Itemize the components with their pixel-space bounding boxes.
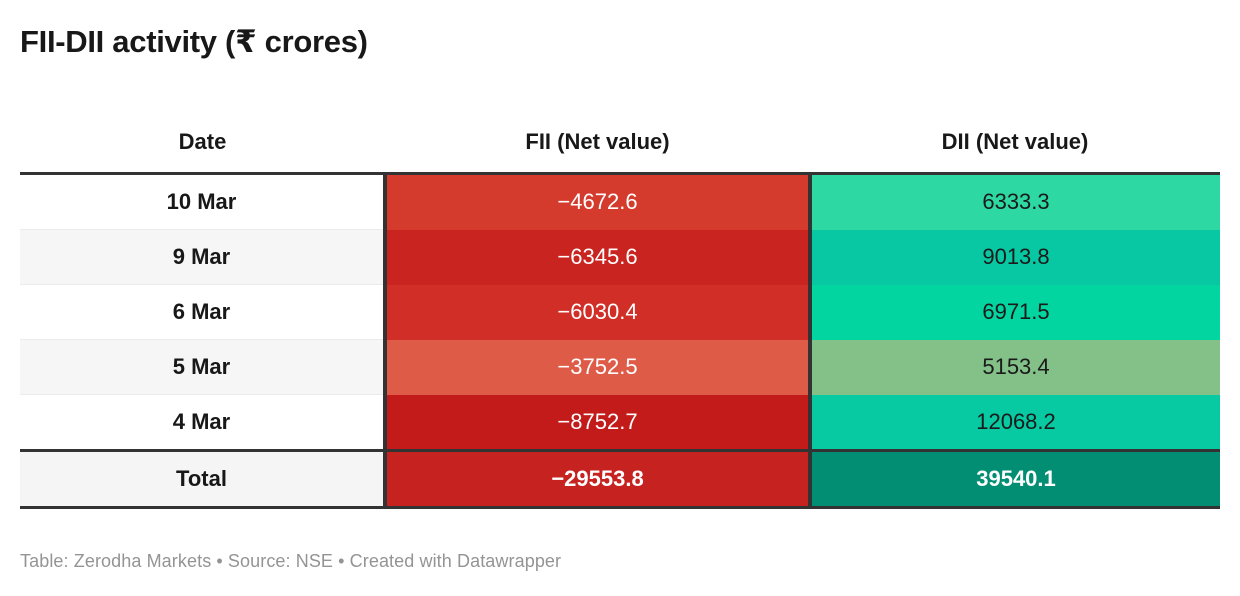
fii-value-cell: −3752.5 <box>383 339 810 395</box>
date-cell: 5 Mar <box>20 339 385 395</box>
total-dii-cell: 39540.1 <box>808 449 1220 509</box>
column-header-date: Date <box>20 112 385 175</box>
total-row: Total −29553.8 39540.1 <box>20 449 1220 509</box>
table-row: 9 Mar −6345.6 9013.8 <box>20 229 1220 285</box>
fii-value-cell: −4672.6 <box>383 173 810 230</box>
header-row: Date FII (Net value) DII (Net value) <box>20 112 1220 175</box>
fii-dii-table: Date FII (Net value) DII (Net value) 10 … <box>20 112 1220 509</box>
date-cell: 4 Mar <box>20 394 385 451</box>
dii-value-cell: 6333.3 <box>808 173 1220 230</box>
attribution-footer: Table: Zerodha Markets • Source: NSE • C… <box>20 551 562 571</box>
dii-value-cell: 9013.8 <box>808 229 1220 285</box>
fii-value-cell: −6345.6 <box>383 229 810 285</box>
dii-value-cell: 5153.4 <box>808 339 1220 395</box>
fii-value-cell: −8752.7 <box>383 394 810 451</box>
date-cell: 9 Mar <box>20 229 385 285</box>
page-title: FII-DII activity (₹ crores) <box>20 24 368 59</box>
column-header-dii: DII (Net value) <box>810 112 1220 175</box>
page: FII-DII activity (₹ crores) Date FII (Ne… <box>20 24 1220 571</box>
table-row: 10 Mar −4672.6 6333.3 <box>20 173 1220 230</box>
dii-value-cell: 12068.2 <box>808 394 1220 451</box>
total-fii-cell: −29553.8 <box>383 449 810 509</box>
dii-value-cell: 6971.5 <box>808 284 1220 340</box>
date-cell: 6 Mar <box>20 284 385 340</box>
fii-value-cell: −6030.4 <box>383 284 810 340</box>
table-row: 5 Mar −3752.5 5153.4 <box>20 339 1220 395</box>
column-header-fii: FII (Net value) <box>385 112 810 175</box>
total-label-cell: Total <box>20 449 385 509</box>
table-row: 6 Mar −6030.4 6971.5 <box>20 284 1220 340</box>
table-row: 4 Mar −8752.7 12068.2 <box>20 394 1220 451</box>
date-cell: 10 Mar <box>20 173 385 230</box>
